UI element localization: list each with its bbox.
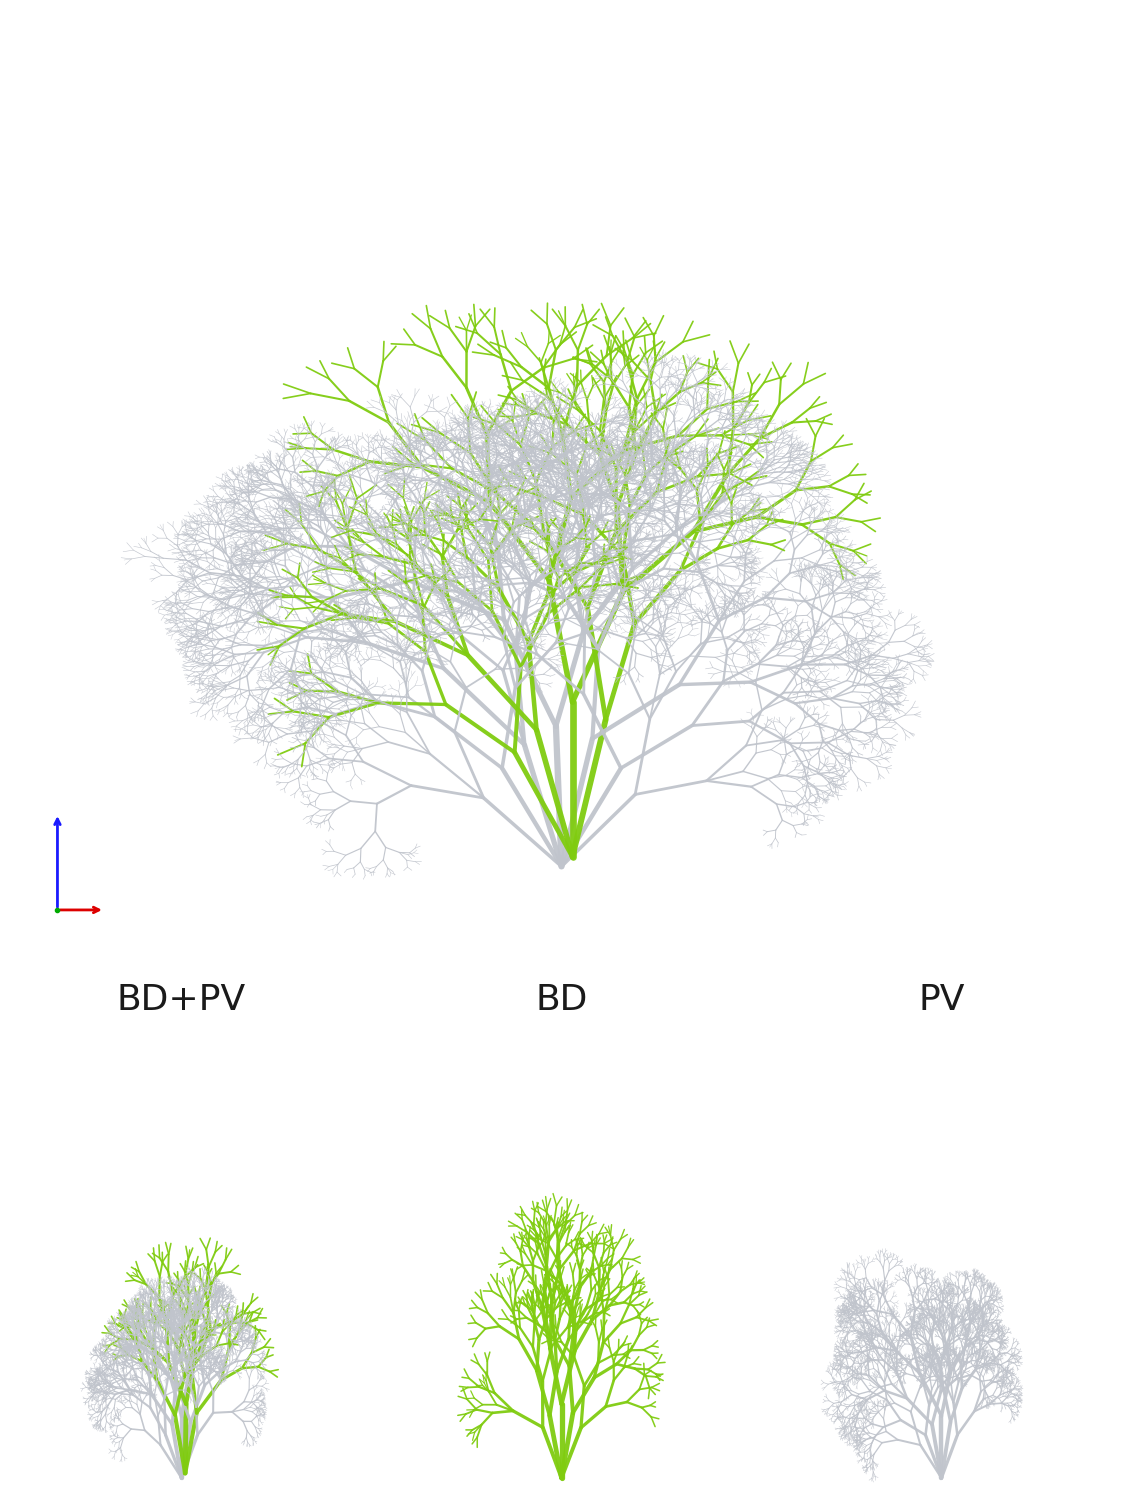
- Text: BD+PV: BD+PV: [117, 982, 246, 1017]
- Text: PV: PV: [919, 982, 965, 1017]
- Text: BD: BD: [536, 982, 587, 1017]
